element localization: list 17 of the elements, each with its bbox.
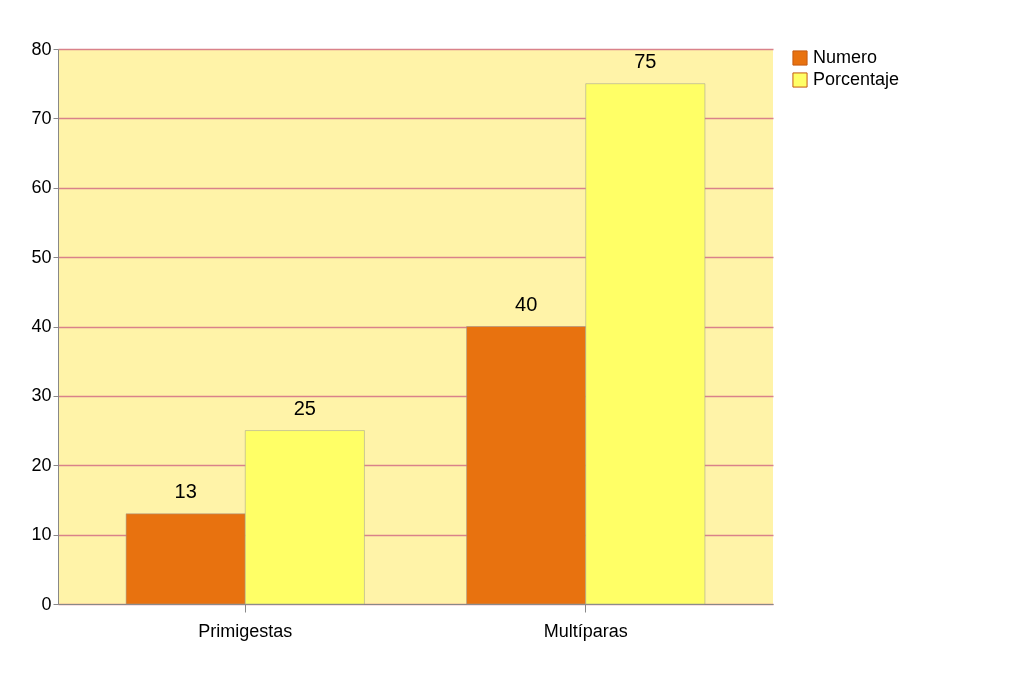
y-tick-label: 80 [31, 38, 52, 59]
data-label: 13 [174, 479, 197, 502]
y-tick-label: 70 [31, 107, 52, 128]
legend-label: Numero [813, 47, 878, 67]
y-tick-label: 60 [31, 177, 52, 198]
data-label: 75 [634, 49, 657, 72]
y-tick-label: 30 [31, 385, 52, 406]
x-tick-label: Multíparas [543, 620, 628, 641]
y-tick-label: 50 [31, 246, 52, 267]
y-tick-label: 20 [31, 454, 52, 475]
legend-label: Porcentaje [813, 69, 900, 89]
y-tick-label: 40 [31, 316, 52, 336]
data-label: 25 [293, 396, 316, 419]
x-tick-label: Primigestas [198, 620, 293, 641]
y-tick-label: 10 [31, 524, 52, 545]
y-tick-label: 0 [41, 593, 52, 614]
data-label: 40 [515, 292, 538, 315]
